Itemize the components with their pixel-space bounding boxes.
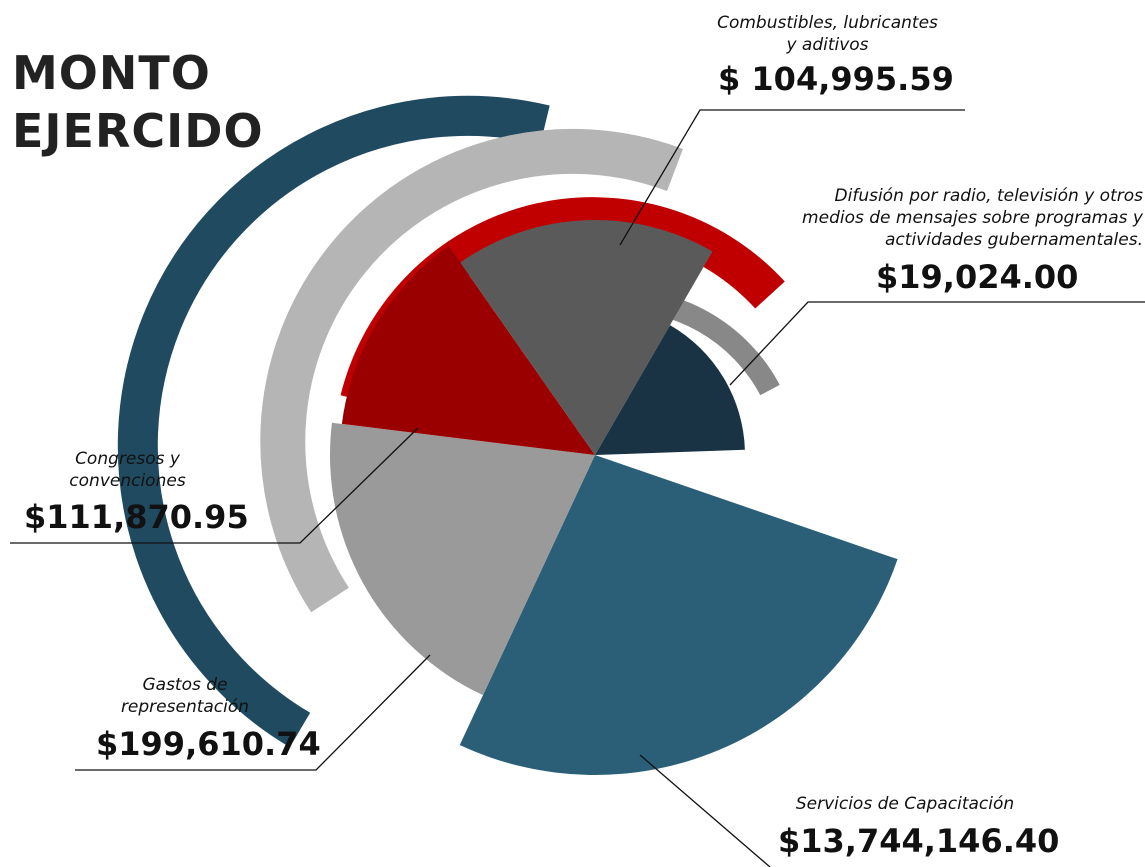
leader-line <box>75 654 431 771</box>
slice-label: Gastos de representación <box>120 675 250 717</box>
value-label: $13,744,146.40 <box>778 822 1060 860</box>
slice-label: Combustibles, lubricantes y aditivos <box>717 13 938 55</box>
chart-title: MONTO EJERCIDO <box>12 46 264 158</box>
value-label: $199,610.74 <box>96 725 321 763</box>
value-label: $ 104,995.59 <box>718 60 954 98</box>
slice-label: Difusión por radio, televisión y otros m… <box>802 186 1143 250</box>
leader-line <box>619 109 965 246</box>
slice <box>341 246 595 455</box>
slice-label: Congresos y convenciones <box>69 449 186 491</box>
leader-line <box>729 301 1145 386</box>
decor-ring <box>260 128 683 613</box>
value-label: $111,870.95 <box>24 498 249 536</box>
slice <box>330 422 595 696</box>
leader-line <box>10 427 419 544</box>
slice-label: Servicios de Capacitación <box>795 794 1015 814</box>
value-label: $19,024.00 <box>876 258 1079 296</box>
slice <box>460 219 713 455</box>
slice <box>459 455 898 775</box>
decor-ring <box>117 95 550 748</box>
leader-line <box>639 754 771 867</box>
slice <box>595 325 745 455</box>
